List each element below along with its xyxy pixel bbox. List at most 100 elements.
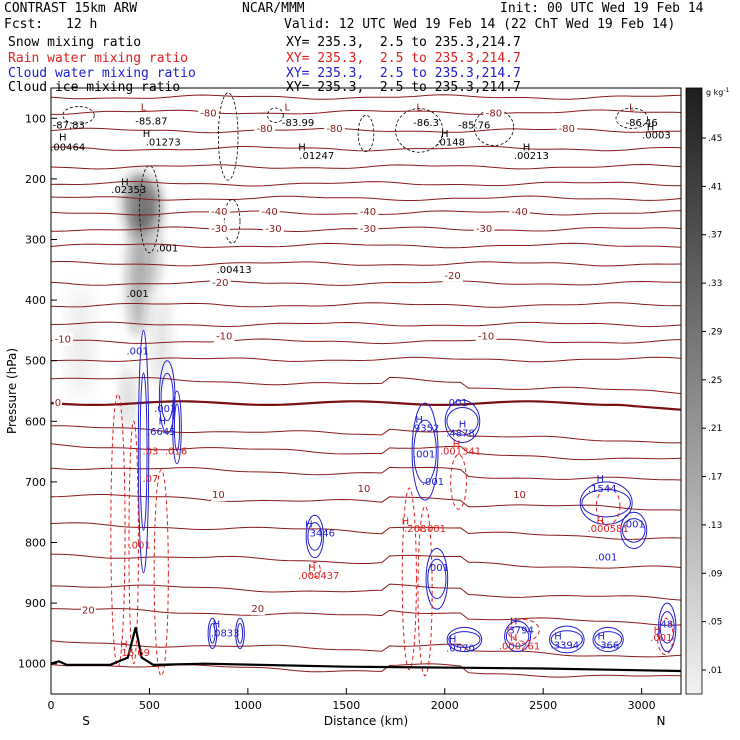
rain-contour [507, 618, 540, 642]
cloud-water-contour [236, 623, 244, 644]
y-tick-label: 400 [25, 294, 46, 307]
high-marker-label: H [59, 133, 67, 144]
isotherm-label: -40 [261, 207, 277, 218]
cloud-water-contour [235, 617, 245, 650]
cloud-water-value-label: .001 [422, 477, 444, 488]
isotherm-label-bg [475, 330, 497, 343]
colorbar-tick-label: .29 [708, 327, 723, 337]
forecast-hour: 12 h [66, 17, 98, 32]
cloud-ice-contour [223, 199, 241, 244]
isotherm-label: -40 [211, 207, 227, 218]
x-tick-label: 1000 [234, 699, 262, 712]
low-center-label: L [416, 102, 422, 113]
x-tick-label: 1500 [332, 699, 360, 712]
x-end-label-south: S [82, 714, 90, 728]
isotherm-line [51, 163, 681, 170]
y-tick-label: 1000 [18, 658, 46, 671]
high-marker-label: H [402, 516, 410, 527]
isotherm-label: -80 [559, 124, 575, 135]
x-tick-label: 2000 [431, 699, 459, 712]
isotherm-label-bg [263, 223, 284, 236]
cloud-water-contour [411, 402, 439, 501]
rain-value-label: .001 [650, 633, 672, 644]
rain-value-label: 16.69 [121, 648, 150, 659]
isotherm-line [51, 145, 681, 152]
isotherm-label: -30 [360, 224, 376, 235]
isotherm-label-bg [250, 603, 265, 616]
cloud-water-value-label: .6645 [147, 427, 176, 438]
high-marker-label: H [120, 639, 128, 650]
x-tick-label: 500 [139, 699, 160, 712]
low-center-label: L [284, 102, 290, 113]
isotherm-label-bg [509, 206, 530, 219]
cloud-water-value-label: .001 [154, 404, 176, 415]
cloud-water-value-label: .1544 [588, 484, 617, 495]
isotherm-line [51, 338, 681, 345]
isotherm-label: 10 [358, 484, 371, 495]
isotherm-line [51, 302, 681, 308]
y-tick-label: 600 [25, 415, 46, 428]
x-tick-label: 0 [48, 699, 55, 712]
cloud-water-value-label: .001 [126, 347, 148, 358]
snow-shading [145, 184, 162, 229]
valid-time: Valid: 12 UTC Wed 19 Feb 14 (22 ChT Wed … [284, 17, 676, 32]
cloud-water-contour [621, 518, 646, 543]
cloud-ice-value-label: .001 [126, 289, 148, 300]
isotherm-label: -30 [265, 224, 281, 235]
cloud-ice-contour [615, 107, 648, 129]
isotherm-label: -80 [326, 124, 342, 135]
high-marker-label: H [510, 616, 518, 627]
cloud-water-value-label: .001 [413, 450, 435, 461]
high-marker-label: H [597, 474, 605, 485]
isotherm-line [51, 109, 681, 115]
isotherm-label-bg [473, 223, 495, 236]
rain-contour [153, 469, 169, 677]
x-tick-label: 2500 [529, 699, 557, 712]
cloud-water-value-label: .366 [597, 641, 619, 652]
isotherm-label: 20 [251, 604, 264, 615]
colorbar-unit: g kg-1 [706, 87, 730, 97]
isotherm-label: -40 [360, 207, 376, 218]
high-marker-label: H [449, 634, 457, 645]
cloud-water-value-label: .0570 [446, 644, 475, 655]
plot-frame [50, 87, 682, 695]
cloud-water-value-label: .001 [595, 553, 617, 564]
cloud-water-contour [594, 631, 623, 648]
isotherm-line [51, 195, 681, 201]
isotherm-label-bg [254, 123, 275, 136]
org-label: NCAR/MMM [242, 1, 305, 16]
high-marker-label: H [158, 416, 166, 427]
isotherm-line [51, 466, 681, 481]
isotherm-label: -80 [486, 108, 502, 119]
snow-shading [127, 215, 148, 336]
isotherm-label: 10 [212, 490, 225, 501]
high-marker-label: H [308, 563, 316, 574]
colorbar: g kg-1 .45 .41 .37 .33 .29 .25 .21 .17 .13 .09 .05… [685, 87, 730, 695]
y-tick-label: 700 [25, 476, 46, 489]
cloud-water-contour [504, 620, 532, 653]
cloud-water-contour [620, 511, 648, 550]
cloud-ice-value-label: -86.3 [413, 118, 439, 129]
cloud-water-value-label: .001 [445, 398, 467, 409]
isotherm-label: -10 [216, 331, 232, 342]
cloud-water-contour [137, 329, 150, 574]
cloud-ice-value-label: .0003 [642, 130, 671, 141]
cloud-water-value-label: .3446 [306, 528, 335, 539]
high-marker-label: H [510, 633, 518, 644]
rain-contour [450, 454, 467, 510]
legend-xy-cloud-water: XY= 235.3, 2.5 to 235.3,214.7 [286, 66, 521, 81]
init-time: Init: 00 UTC Wed 19 Feb 14 [500, 1, 704, 16]
isotherm-label: 0 [55, 398, 61, 409]
y-tick-label: 800 [25, 537, 46, 550]
isotherm-label-bg [556, 123, 578, 136]
colorbar-tick-label: .17 [708, 473, 722, 483]
high-marker-label: H [453, 439, 461, 450]
colorbar-tick-label: .25 [708, 376, 722, 386]
cloud-water-contour [659, 611, 675, 644]
high-marker-label: H [305, 519, 313, 530]
isotherm-label-bg [209, 223, 230, 236]
cloud-water-value-label: .4878 [446, 428, 475, 439]
isotherm-label-bg [483, 107, 505, 120]
legend-label-snow: Snow mixing ratio [8, 35, 142, 50]
